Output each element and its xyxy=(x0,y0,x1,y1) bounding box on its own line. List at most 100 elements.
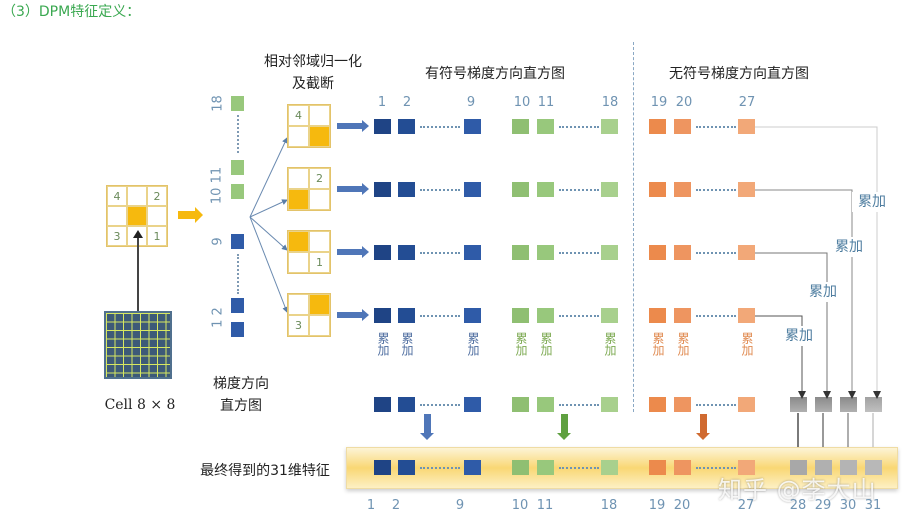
truncate-label: 及截断 xyxy=(292,76,334,92)
feat-20 xyxy=(674,119,691,134)
accum-label-30: 累加 xyxy=(829,237,869,257)
feat-11 xyxy=(537,119,554,134)
final-27 xyxy=(738,460,755,475)
bin-label-1-2: 1 2 xyxy=(210,307,226,328)
signed-hist-label: 有符号梯度方向直方图 xyxy=(425,66,565,82)
grid-cell xyxy=(288,294,309,315)
dots xyxy=(559,189,599,191)
bin-1 xyxy=(231,322,244,337)
up-arrowhead-icon xyxy=(133,230,143,238)
feat-2 xyxy=(398,119,415,134)
feat-10 xyxy=(512,308,529,323)
feat-1 xyxy=(374,308,391,323)
grid-cell: 4 xyxy=(107,186,127,206)
feat-1 xyxy=(374,182,391,197)
bin-label-9: 9 xyxy=(210,237,226,246)
accum-arrow-9: 累加 xyxy=(466,332,480,356)
dots xyxy=(559,404,599,406)
norm-grid-1: 1 xyxy=(287,230,331,274)
grid-cell xyxy=(309,105,330,126)
cell-label: Cell 8 × 8 xyxy=(104,397,176,413)
up-arrow-line xyxy=(137,236,139,311)
bin-10 xyxy=(231,184,244,199)
dots xyxy=(420,126,460,128)
feat-11 xyxy=(537,308,554,323)
highlight-cell xyxy=(288,231,309,252)
norm-grid-3: 3 xyxy=(287,293,331,337)
accum-arrow-18: 累加 xyxy=(603,332,617,356)
accum-arrow-10: 累加 xyxy=(514,332,528,356)
dots xyxy=(420,189,460,191)
sum-2 xyxy=(398,397,415,412)
feat-10 xyxy=(512,119,529,134)
feat-20 xyxy=(674,308,691,323)
num-27: 27 xyxy=(738,95,756,110)
feat-2 xyxy=(398,308,415,323)
accum-label-31: 累加 xyxy=(852,192,892,212)
feat-27 xyxy=(738,308,755,323)
feat-27 xyxy=(738,245,755,260)
final-28 xyxy=(790,460,807,475)
right-arrow-icon xyxy=(337,120,369,132)
dots xyxy=(237,254,239,294)
sum-9 xyxy=(464,397,481,412)
feat-11 xyxy=(537,182,554,197)
highlight-cell xyxy=(309,294,330,315)
right-arrow-icon xyxy=(337,309,369,321)
dots xyxy=(559,467,599,469)
grid-cell: 4 xyxy=(288,105,309,126)
dots xyxy=(420,404,460,406)
sum-1 xyxy=(374,397,391,412)
feat-19 xyxy=(649,182,666,197)
final-20 xyxy=(674,460,691,475)
down-arrow-green-icon xyxy=(561,414,568,434)
num-1: 1 xyxy=(377,95,387,110)
normalize-label: 相对邻域归一化 xyxy=(264,54,362,70)
num-10: 10 xyxy=(511,498,529,513)
grid-cell xyxy=(107,206,127,226)
down-arrow-orange-icon xyxy=(700,414,707,434)
sum-10 xyxy=(512,397,529,412)
grid-cell xyxy=(309,189,330,210)
arrowhead xyxy=(557,433,571,440)
grid-cell: 3 xyxy=(107,226,127,246)
grid-cell xyxy=(309,231,330,252)
arrowhead xyxy=(696,433,710,440)
dots xyxy=(559,252,599,254)
final-9 xyxy=(464,460,481,475)
accum-arrow-2: 累加 xyxy=(400,332,414,356)
feat-9 xyxy=(464,182,481,197)
cell-neighborhood-grid: 4 2 3 1 xyxy=(106,185,168,247)
feat-10 xyxy=(512,245,529,260)
highlight-cell xyxy=(288,189,309,210)
feat-18 xyxy=(601,182,618,197)
down-arrow-blue-icon xyxy=(424,414,431,434)
dots xyxy=(696,189,736,191)
num-27: 27 xyxy=(737,498,755,513)
final-feature-label: 最终得到的31维特征 xyxy=(200,463,330,479)
feat-2 xyxy=(398,182,415,197)
accum-arrow-27: 累加 xyxy=(740,332,754,356)
num-29: 29 xyxy=(814,498,832,513)
num-31: 31 xyxy=(864,498,882,513)
accum-arrow-11: 累加 xyxy=(539,332,553,356)
feat-18 xyxy=(601,119,618,134)
grad-hist-label-2: 直方图 xyxy=(220,398,262,414)
grad-hist-label-1: 梯度方向 xyxy=(213,376,269,392)
num-18: 18 xyxy=(600,498,618,513)
sum-28 xyxy=(790,397,807,412)
num-28: 28 xyxy=(789,498,807,513)
grid-cell: 2 xyxy=(309,168,330,189)
num-9: 9 xyxy=(455,498,465,513)
watermark: 知乎 @李大山 xyxy=(718,476,877,504)
arrowhead xyxy=(420,433,434,440)
norm-grid-4: 4 xyxy=(287,104,331,148)
dots xyxy=(696,404,736,406)
bin-9 xyxy=(231,234,244,249)
final-11 xyxy=(537,460,554,475)
num-18: 18 xyxy=(601,95,619,110)
feat-9 xyxy=(464,308,481,323)
feat-9 xyxy=(464,245,481,260)
final-19 xyxy=(649,460,666,475)
sum-11 xyxy=(537,397,554,412)
